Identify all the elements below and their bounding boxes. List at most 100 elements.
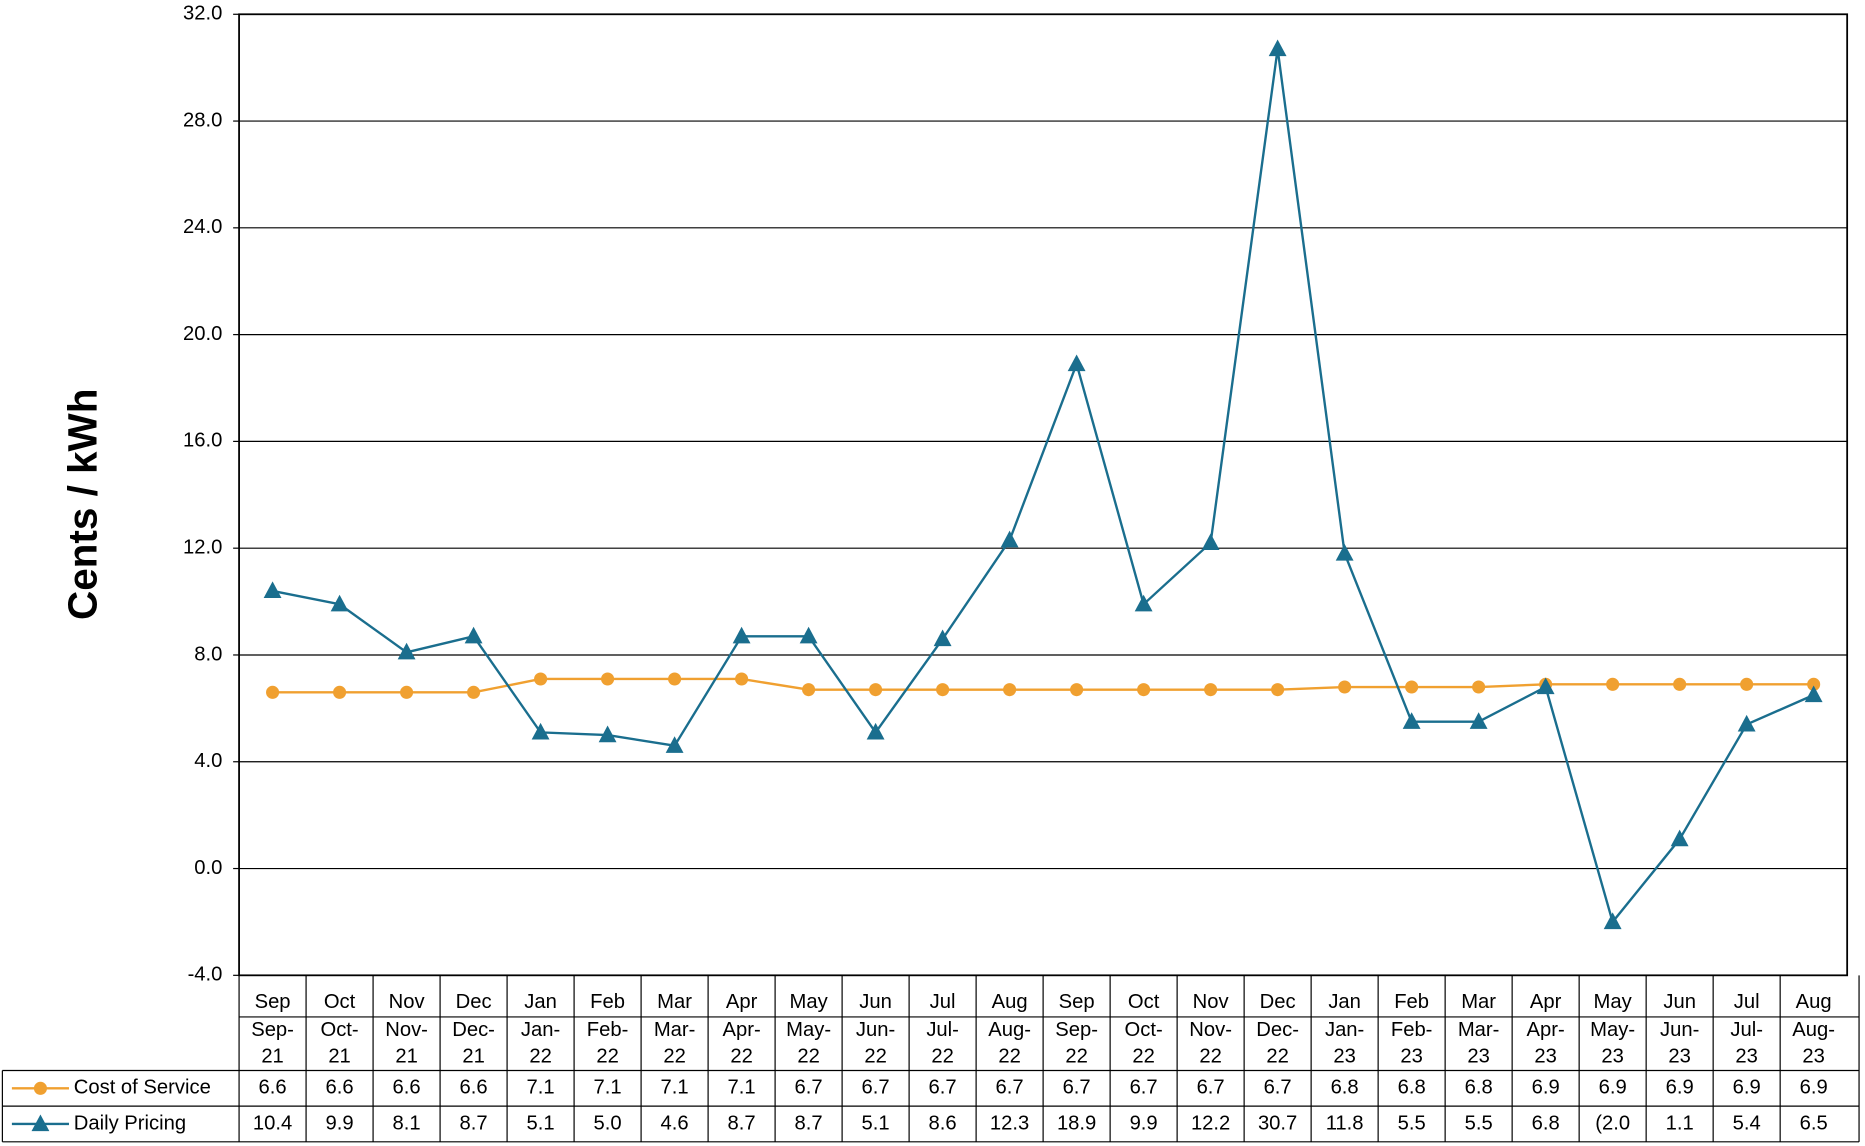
x-tick-label: May xyxy=(790,991,829,1013)
x-tick-label: Oct xyxy=(324,991,356,1013)
point xyxy=(1067,354,1086,372)
period-header: Jul-22 xyxy=(926,1020,959,1068)
table-value: 7.1 xyxy=(661,1077,689,1099)
x-tick-label: Apr xyxy=(1530,991,1562,1013)
point xyxy=(1201,533,1220,550)
table-value: 8.1 xyxy=(393,1112,421,1134)
point xyxy=(464,626,483,644)
y-tick-label: -4.0 xyxy=(188,964,223,986)
x-tick-label: Jun xyxy=(1663,991,1696,1013)
x-tick-label: Apr xyxy=(726,991,758,1013)
table-value: 6.6 xyxy=(326,1077,354,1099)
table-value: 6.7 xyxy=(862,1077,890,1099)
table-value: 6.7 xyxy=(795,1077,823,1099)
table-value: 6.5 xyxy=(1800,1112,1828,1134)
x-tick-label: Nov xyxy=(389,991,426,1013)
table-value: 6.7 xyxy=(1264,1077,1292,1099)
point xyxy=(1807,677,1821,691)
x-tick-label: Feb xyxy=(1394,991,1429,1013)
table-value: 10.4 xyxy=(253,1112,292,1134)
point xyxy=(263,581,282,599)
point xyxy=(1137,683,1151,697)
legend-label: Cost of Service xyxy=(74,1077,211,1099)
table-value: 6.7 xyxy=(929,1077,957,1099)
period-header: Oct-22 xyxy=(1125,1020,1163,1068)
x-tick-label: Jul xyxy=(930,991,956,1013)
x-tick-label: Jan xyxy=(524,991,557,1013)
x-tick-label: Jan xyxy=(1328,991,1361,1013)
point xyxy=(1402,712,1421,729)
point xyxy=(866,722,885,740)
legend-marker xyxy=(33,1081,47,1095)
x-tick-label: Dec xyxy=(1260,991,1296,1013)
table-value: 9.9 xyxy=(326,1112,354,1134)
point xyxy=(534,672,548,686)
point xyxy=(1134,594,1153,612)
table-value: 8.7 xyxy=(728,1112,756,1134)
point xyxy=(467,685,481,699)
point xyxy=(1405,680,1419,694)
x-tick-label: Feb xyxy=(590,991,625,1013)
period-header: Apr-23 xyxy=(1527,1020,1565,1068)
point xyxy=(933,629,952,647)
point xyxy=(333,685,347,699)
table-value: 12.2 xyxy=(1191,1112,1230,1134)
point xyxy=(936,683,950,697)
point xyxy=(330,594,349,612)
table-value: 6.8 xyxy=(1331,1077,1359,1099)
table-value: 5.1 xyxy=(527,1112,555,1134)
y-tick-label: 32.0 xyxy=(183,3,222,25)
point xyxy=(1268,39,1287,57)
period-header: Apr-22 xyxy=(722,1020,760,1068)
point xyxy=(1740,677,1754,691)
point xyxy=(1673,677,1687,691)
point xyxy=(665,736,684,753)
point xyxy=(1603,912,1622,930)
point xyxy=(1000,530,1019,548)
table-value: 5.5 xyxy=(1465,1112,1493,1134)
table-value: 6.8 xyxy=(1532,1112,1560,1134)
table-value: 6.6 xyxy=(393,1077,421,1099)
table-value: 7.1 xyxy=(527,1077,555,1099)
point xyxy=(400,685,414,699)
table-value: 7.1 xyxy=(728,1077,756,1099)
period-header: Nov-22 xyxy=(1189,1020,1232,1068)
point xyxy=(1271,683,1285,697)
point xyxy=(1737,714,1756,732)
period-header: Sep-21 xyxy=(251,1020,294,1068)
y-tick-label: 4.0 xyxy=(194,750,222,772)
table-value: 1.1 xyxy=(1666,1112,1694,1134)
x-tick-label: Aug xyxy=(1796,991,1832,1013)
table-value: 5.5 xyxy=(1398,1112,1426,1134)
y-tick-label: 28.0 xyxy=(183,109,222,131)
table-value: 6.6 xyxy=(259,1077,287,1099)
x-tick-label: Nov xyxy=(1193,991,1230,1013)
table-value: 6.8 xyxy=(1398,1077,1426,1099)
period-header: Aug-22 xyxy=(988,1020,1031,1068)
y-axis-label: Cents / kWh xyxy=(59,389,105,620)
y-tick-label: 16.0 xyxy=(183,430,222,452)
y-tick-label: 12.0 xyxy=(183,537,222,559)
point xyxy=(732,626,751,644)
point xyxy=(1335,544,1354,561)
plot-frame xyxy=(238,13,1849,977)
table-value: 5.1 xyxy=(862,1112,890,1134)
table-value: 30.7 xyxy=(1258,1112,1297,1134)
table-value: 8.7 xyxy=(795,1112,823,1134)
series-line xyxy=(272,677,1814,694)
table-value: 6.9 xyxy=(1800,1077,1828,1099)
point xyxy=(598,725,617,743)
x-tick-label: Dec xyxy=(456,991,492,1013)
point xyxy=(1472,680,1486,694)
table-value: 4.6 xyxy=(661,1112,689,1134)
period-header: Dec-22 xyxy=(1256,1020,1299,1068)
table-value: 6.9 xyxy=(1666,1077,1694,1099)
period-header: Jan-22 xyxy=(521,1020,560,1068)
point xyxy=(802,683,816,697)
x-tick-label: Sep xyxy=(1059,991,1095,1013)
period-header: Feb-22 xyxy=(587,1020,629,1068)
table-value: 12.3 xyxy=(990,1112,1029,1134)
x-tick-label: Jul xyxy=(1734,991,1760,1013)
table-value: 6.9 xyxy=(1599,1077,1627,1099)
